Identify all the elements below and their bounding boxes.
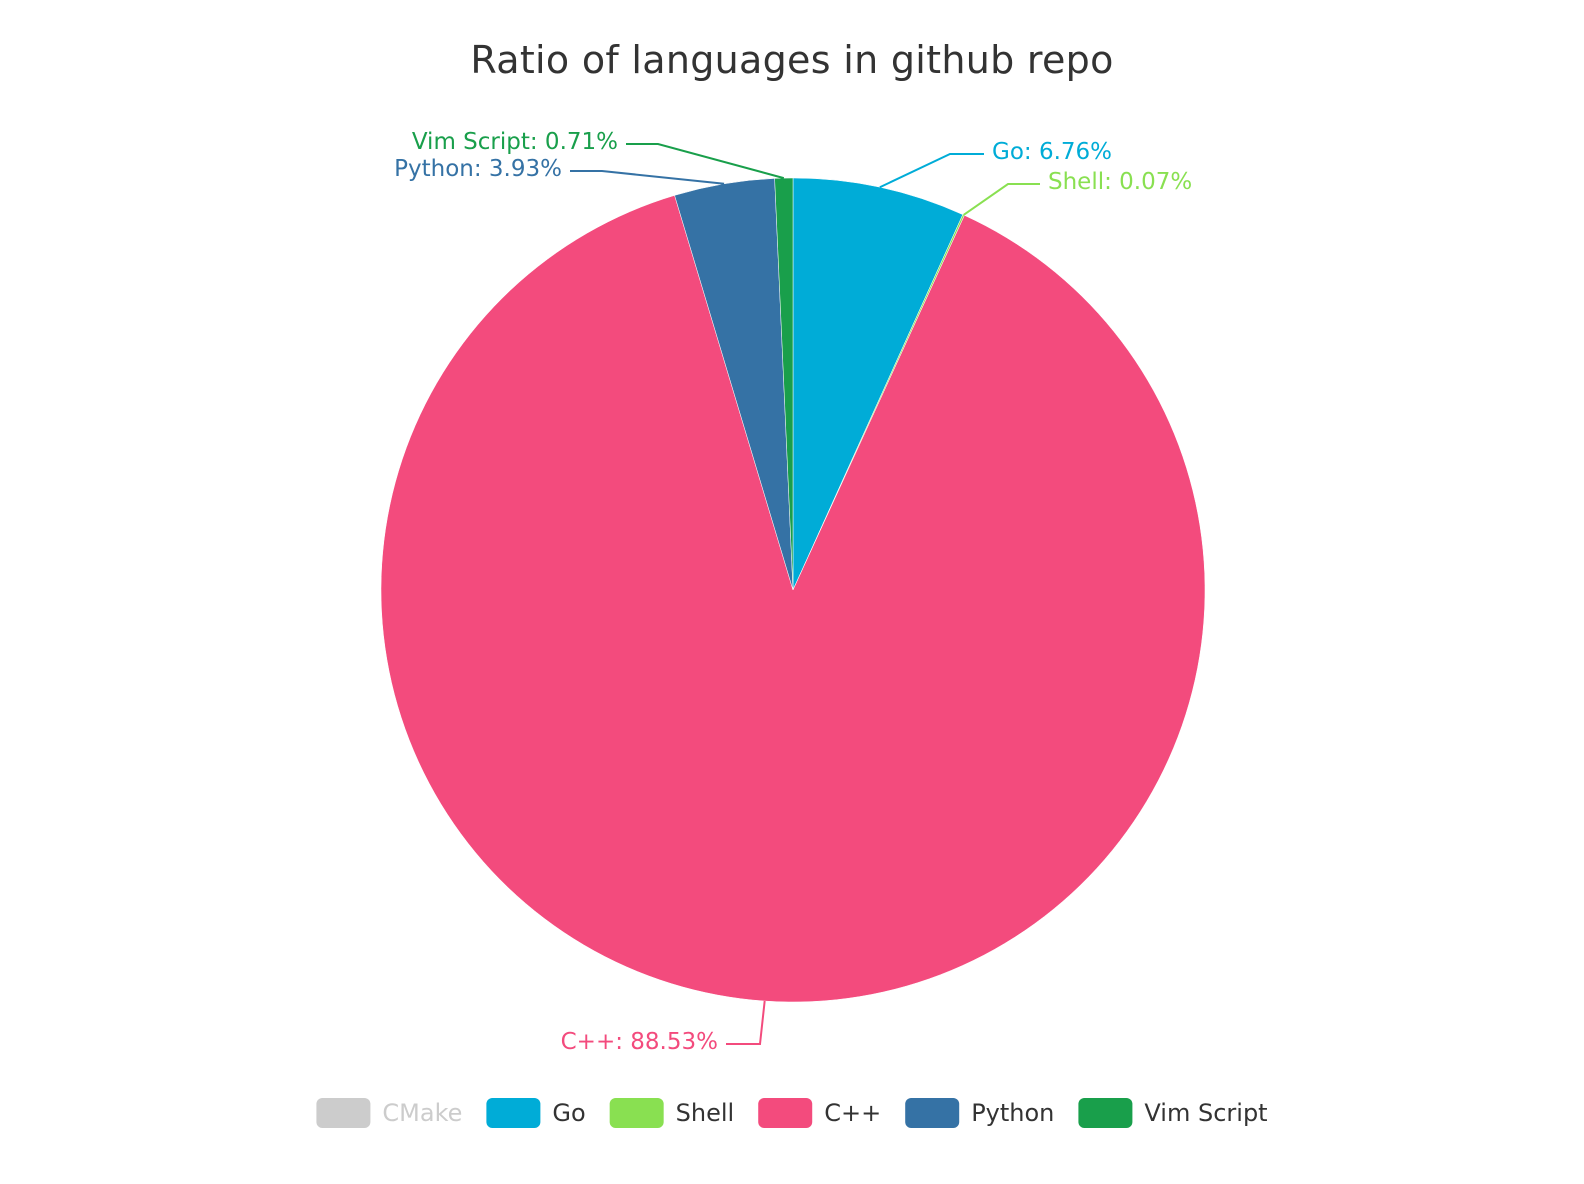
legend-item-go[interactable]: Go [486, 1098, 586, 1128]
chart-title: Ratio of languages in github repo [470, 38, 1114, 82]
legend-label-python: Python [971, 1099, 1054, 1127]
legend-item-vim-script[interactable]: Vim Script [1078, 1098, 1268, 1128]
legend-label-cmake: CMake [382, 1099, 462, 1127]
slices-layer [380, 177, 1206, 1003]
leader-line-cplusplus [726, 1000, 766, 1045]
leader-line-shell [963, 183, 1040, 216]
leader-line-go [879, 153, 984, 189]
slice-go[interactable] [792, 177, 964, 591]
legend-item-python[interactable]: Python [905, 1098, 1054, 1128]
legend-label-go: Go [552, 1099, 585, 1127]
leader-line-python [570, 170, 725, 185]
legend: CMake Go Shell C++ Python Vim Script [316, 1098, 1268, 1128]
leader-line-vim-script [626, 143, 785, 180]
legend-label-cplusplus: C++ [824, 1099, 881, 1127]
data-label-python: Python: 3.93% [394, 156, 562, 182]
data-label-go: Go: 6.76% [992, 139, 1112, 165]
legend-swatch-python [905, 1098, 960, 1128]
legend-swatch-shell [609, 1098, 664, 1128]
legend-swatch-cplusplus [758, 1098, 813, 1128]
slice-vim-script[interactable] [774, 177, 794, 591]
labels-layer: Go: 6.76% Shell: 0.07% C++: 88.53% Python: … [394, 129, 1192, 1055]
legend-label-shell: Shell [676, 1099, 735, 1127]
legend-label-vim-script: Vim Script [1144, 1099, 1267, 1127]
legend-swatch-go [486, 1098, 541, 1128]
legend-item-shell[interactable]: Shell [609, 1098, 735, 1128]
legend-swatch-cmake [316, 1098, 371, 1128]
data-label-shell: Shell: 0.07% [1048, 169, 1192, 195]
legend-item-cmake[interactable]: CMake [316, 1098, 462, 1128]
legend-item-cplusplus[interactable]: C++ [758, 1098, 881, 1128]
data-label-cplusplus: C++: 88.53% [561, 1029, 718, 1055]
data-label-vim-script: Vim Script: 0.71% [412, 129, 618, 155]
legend-swatch-vim-script [1078, 1098, 1133, 1128]
